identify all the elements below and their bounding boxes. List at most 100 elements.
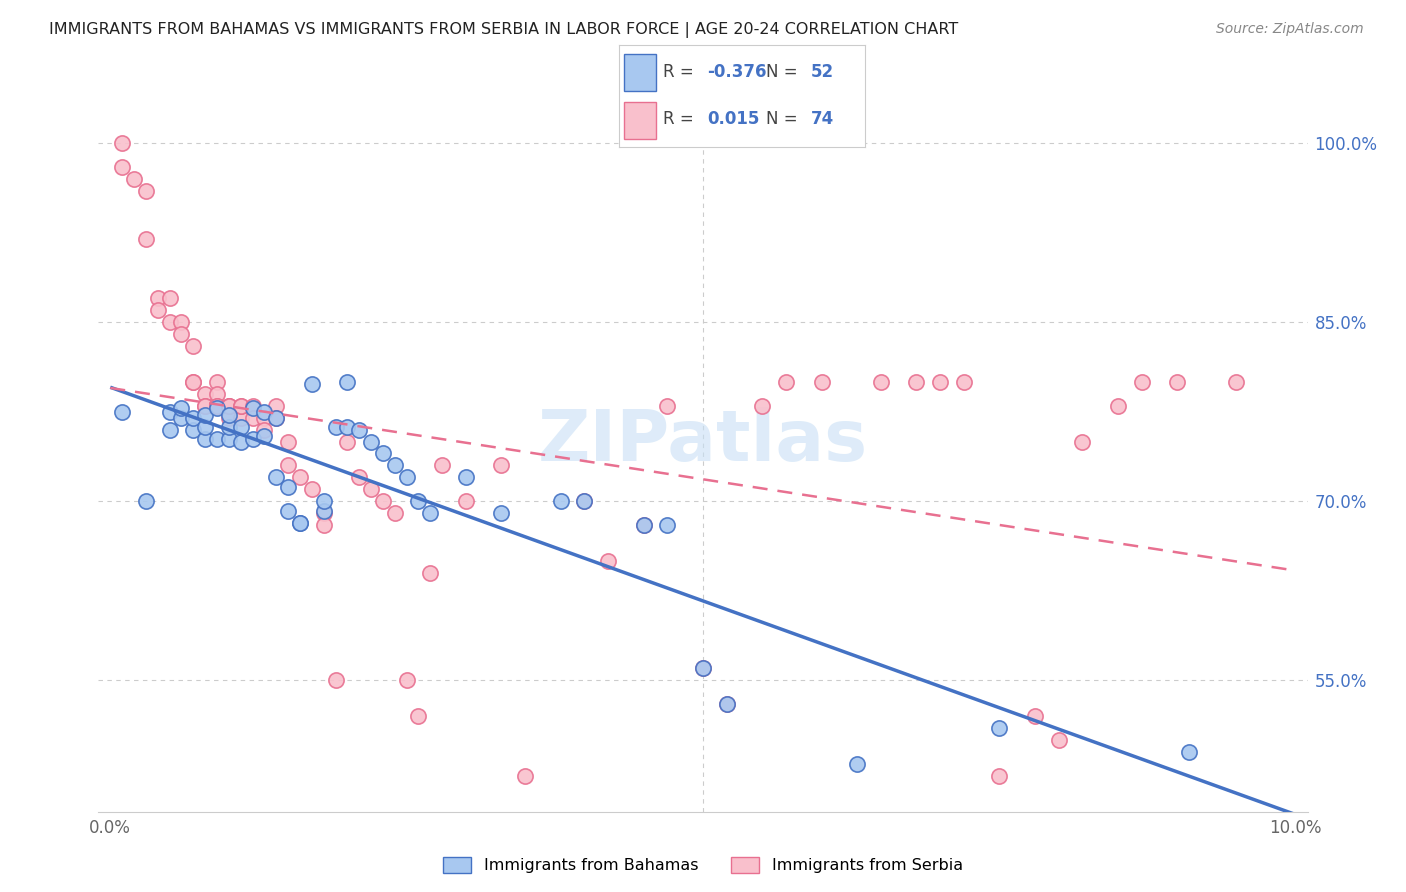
Point	[347, 423, 370, 437]
Point	[205, 401, 228, 416]
Text: N =: N =	[766, 111, 803, 128]
Text: R =: R =	[664, 111, 699, 128]
Point	[432, 458, 454, 473]
Point	[111, 160, 134, 174]
Point	[111, 136, 134, 150]
Point	[312, 494, 335, 508]
Point	[159, 423, 181, 437]
Text: R =: R =	[664, 63, 699, 81]
Point	[692, 661, 714, 675]
Point	[159, 291, 181, 305]
Point	[336, 375, 359, 389]
Point	[288, 516, 311, 530]
Point	[395, 470, 418, 484]
Point	[229, 434, 252, 449]
Point	[1166, 375, 1188, 389]
Point	[264, 410, 287, 425]
Point	[218, 399, 240, 413]
Point	[952, 375, 974, 389]
Point	[301, 483, 323, 497]
Text: N =: N =	[766, 63, 803, 81]
Point	[277, 480, 299, 494]
Point	[218, 410, 240, 425]
Point	[550, 494, 572, 508]
Point	[253, 405, 276, 419]
Point	[277, 458, 299, 473]
Point	[869, 375, 891, 389]
Point	[194, 420, 217, 434]
Text: IMMIGRANTS FROM BAHAMAS VS IMMIGRANTS FROM SERBIA IN LABOR FORCE | AGE 20-24 COR: IMMIGRANTS FROM BAHAMAS VS IMMIGRANTS FR…	[49, 22, 959, 38]
Point	[312, 506, 335, 520]
Point	[253, 410, 276, 425]
Point	[454, 494, 477, 508]
Point	[253, 428, 276, 442]
Point	[194, 432, 217, 446]
Point	[181, 375, 204, 389]
Point	[1107, 399, 1129, 413]
Point	[264, 470, 287, 484]
Point	[194, 409, 217, 423]
Point	[218, 432, 240, 446]
Point	[159, 315, 181, 329]
Point	[454, 470, 477, 484]
Point	[775, 375, 797, 389]
Point	[229, 399, 252, 413]
Point	[146, 291, 169, 305]
Point	[633, 518, 655, 533]
Point	[905, 375, 928, 389]
Point	[574, 494, 596, 508]
Point	[301, 377, 323, 392]
Point	[159, 405, 181, 419]
Point	[135, 494, 157, 508]
Point	[194, 386, 217, 401]
Point	[384, 506, 406, 520]
Point	[253, 423, 276, 437]
Point	[312, 518, 335, 533]
Point	[264, 410, 287, 425]
Point	[205, 375, 228, 389]
Point	[1047, 733, 1070, 747]
Point	[135, 231, 157, 245]
Point	[242, 410, 264, 425]
Point	[1071, 434, 1094, 449]
Point	[229, 410, 252, 425]
Point	[395, 673, 418, 688]
Point	[491, 458, 513, 473]
Point	[288, 470, 311, 484]
Point	[360, 434, 382, 449]
Point	[751, 399, 773, 413]
Text: -0.376: -0.376	[707, 63, 766, 81]
Point	[194, 399, 217, 413]
Point	[1178, 745, 1201, 759]
Point	[170, 327, 193, 342]
Point	[491, 506, 513, 520]
Point	[135, 184, 157, 198]
Point	[988, 721, 1011, 735]
Point	[810, 375, 832, 389]
Point	[111, 405, 134, 419]
Point	[336, 434, 359, 449]
Point	[242, 399, 264, 413]
Point	[181, 339, 204, 353]
Point	[384, 458, 406, 473]
Point	[716, 698, 738, 712]
Point	[633, 518, 655, 533]
Point	[229, 399, 252, 413]
Point	[1024, 709, 1046, 723]
Point	[846, 756, 869, 771]
Point	[146, 303, 169, 318]
Text: Source: ZipAtlas.com: Source: ZipAtlas.com	[1216, 22, 1364, 37]
Point	[657, 518, 679, 533]
Text: ZIPatlas: ZIPatlas	[538, 407, 868, 476]
Point	[218, 399, 240, 413]
Point	[325, 673, 347, 688]
Point	[277, 504, 299, 518]
FancyBboxPatch shape	[624, 54, 655, 91]
Point	[181, 410, 204, 425]
Point	[360, 483, 382, 497]
Point	[312, 504, 335, 518]
Point	[929, 375, 952, 389]
Legend: Immigrants from Bahamas, Immigrants from Serbia: Immigrants from Bahamas, Immigrants from…	[436, 850, 970, 880]
Point	[194, 399, 217, 413]
Point	[325, 420, 347, 434]
